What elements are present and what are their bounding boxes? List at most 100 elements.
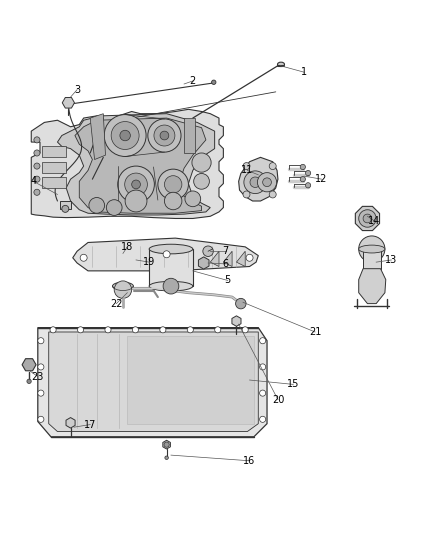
Circle shape <box>269 191 276 198</box>
Circle shape <box>164 442 169 447</box>
Circle shape <box>243 163 250 169</box>
Circle shape <box>34 176 40 182</box>
Circle shape <box>243 191 250 198</box>
Circle shape <box>34 189 40 195</box>
Circle shape <box>363 214 372 223</box>
Circle shape <box>78 327 84 333</box>
Circle shape <box>260 364 266 370</box>
Ellipse shape <box>359 245 385 253</box>
Circle shape <box>242 327 248 333</box>
Circle shape <box>215 327 221 333</box>
Text: 4: 4 <box>30 176 36 187</box>
Ellipse shape <box>149 281 193 291</box>
Polygon shape <box>75 118 206 213</box>
Text: 20: 20 <box>272 394 284 405</box>
Ellipse shape <box>149 244 193 254</box>
Circle shape <box>125 190 147 212</box>
Circle shape <box>164 176 182 193</box>
Circle shape <box>125 173 148 196</box>
Text: 22: 22 <box>110 298 123 309</box>
Circle shape <box>105 327 111 333</box>
Circle shape <box>194 174 209 189</box>
Circle shape <box>250 177 261 188</box>
Polygon shape <box>90 114 106 159</box>
Text: 11: 11 <box>241 165 254 175</box>
Bar <box>42 147 66 157</box>
Circle shape <box>158 169 188 200</box>
Text: 14: 14 <box>368 216 380 225</box>
Circle shape <box>111 122 139 149</box>
Text: 18: 18 <box>121 242 134 252</box>
Ellipse shape <box>278 62 285 67</box>
Circle shape <box>132 327 138 333</box>
Circle shape <box>187 327 193 333</box>
Circle shape <box>34 150 40 156</box>
Text: 15: 15 <box>287 379 300 390</box>
Circle shape <box>34 137 40 143</box>
Polygon shape <box>57 114 215 215</box>
Circle shape <box>260 416 266 422</box>
Polygon shape <box>223 251 232 266</box>
Circle shape <box>38 364 44 370</box>
Circle shape <box>359 210 376 227</box>
Circle shape <box>89 198 105 213</box>
Circle shape <box>305 183 311 188</box>
Circle shape <box>269 163 276 169</box>
Text: 7: 7 <box>223 246 229 256</box>
Circle shape <box>38 416 44 422</box>
Polygon shape <box>49 332 258 432</box>
Circle shape <box>80 254 87 261</box>
Text: 13: 13 <box>385 255 398 265</box>
Text: 17: 17 <box>84 419 96 430</box>
Circle shape <box>263 178 272 187</box>
Circle shape <box>163 251 170 258</box>
Text: 5: 5 <box>225 276 231 286</box>
Bar <box>363 249 381 269</box>
Text: 12: 12 <box>315 174 328 184</box>
Polygon shape <box>237 251 245 266</box>
Circle shape <box>305 171 311 176</box>
Bar <box>60 201 71 209</box>
Circle shape <box>38 338 44 344</box>
Circle shape <box>244 171 267 193</box>
Circle shape <box>62 205 69 212</box>
Ellipse shape <box>113 282 134 290</box>
Text: 16: 16 <box>244 456 256 466</box>
Text: 3: 3 <box>74 85 80 95</box>
Text: 21: 21 <box>309 327 321 337</box>
Circle shape <box>192 153 211 172</box>
Circle shape <box>236 298 246 309</box>
Circle shape <box>163 278 179 294</box>
Bar <box>149 249 193 286</box>
Circle shape <box>27 379 31 384</box>
Circle shape <box>106 200 122 215</box>
Circle shape <box>246 254 253 261</box>
Circle shape <box>38 390 44 396</box>
Circle shape <box>300 164 305 169</box>
Text: 2: 2 <box>190 76 196 86</box>
Circle shape <box>160 131 169 140</box>
Circle shape <box>132 180 141 189</box>
Bar <box>42 177 66 188</box>
Circle shape <box>164 192 182 210</box>
Circle shape <box>185 191 201 207</box>
Polygon shape <box>73 238 258 271</box>
Circle shape <box>260 390 266 396</box>
Circle shape <box>120 130 131 141</box>
Text: 23: 23 <box>32 372 44 382</box>
Polygon shape <box>184 118 195 153</box>
Circle shape <box>203 246 213 256</box>
Circle shape <box>118 166 154 203</box>
Circle shape <box>114 281 132 298</box>
Polygon shape <box>38 328 267 437</box>
Circle shape <box>154 125 175 146</box>
Circle shape <box>300 176 305 182</box>
Circle shape <box>260 338 266 344</box>
Circle shape <box>359 236 385 262</box>
Circle shape <box>148 119 181 152</box>
Circle shape <box>212 80 216 84</box>
Polygon shape <box>210 251 219 266</box>
Text: 1: 1 <box>301 67 307 77</box>
Text: 19: 19 <box>143 257 155 267</box>
Circle shape <box>258 173 277 192</box>
